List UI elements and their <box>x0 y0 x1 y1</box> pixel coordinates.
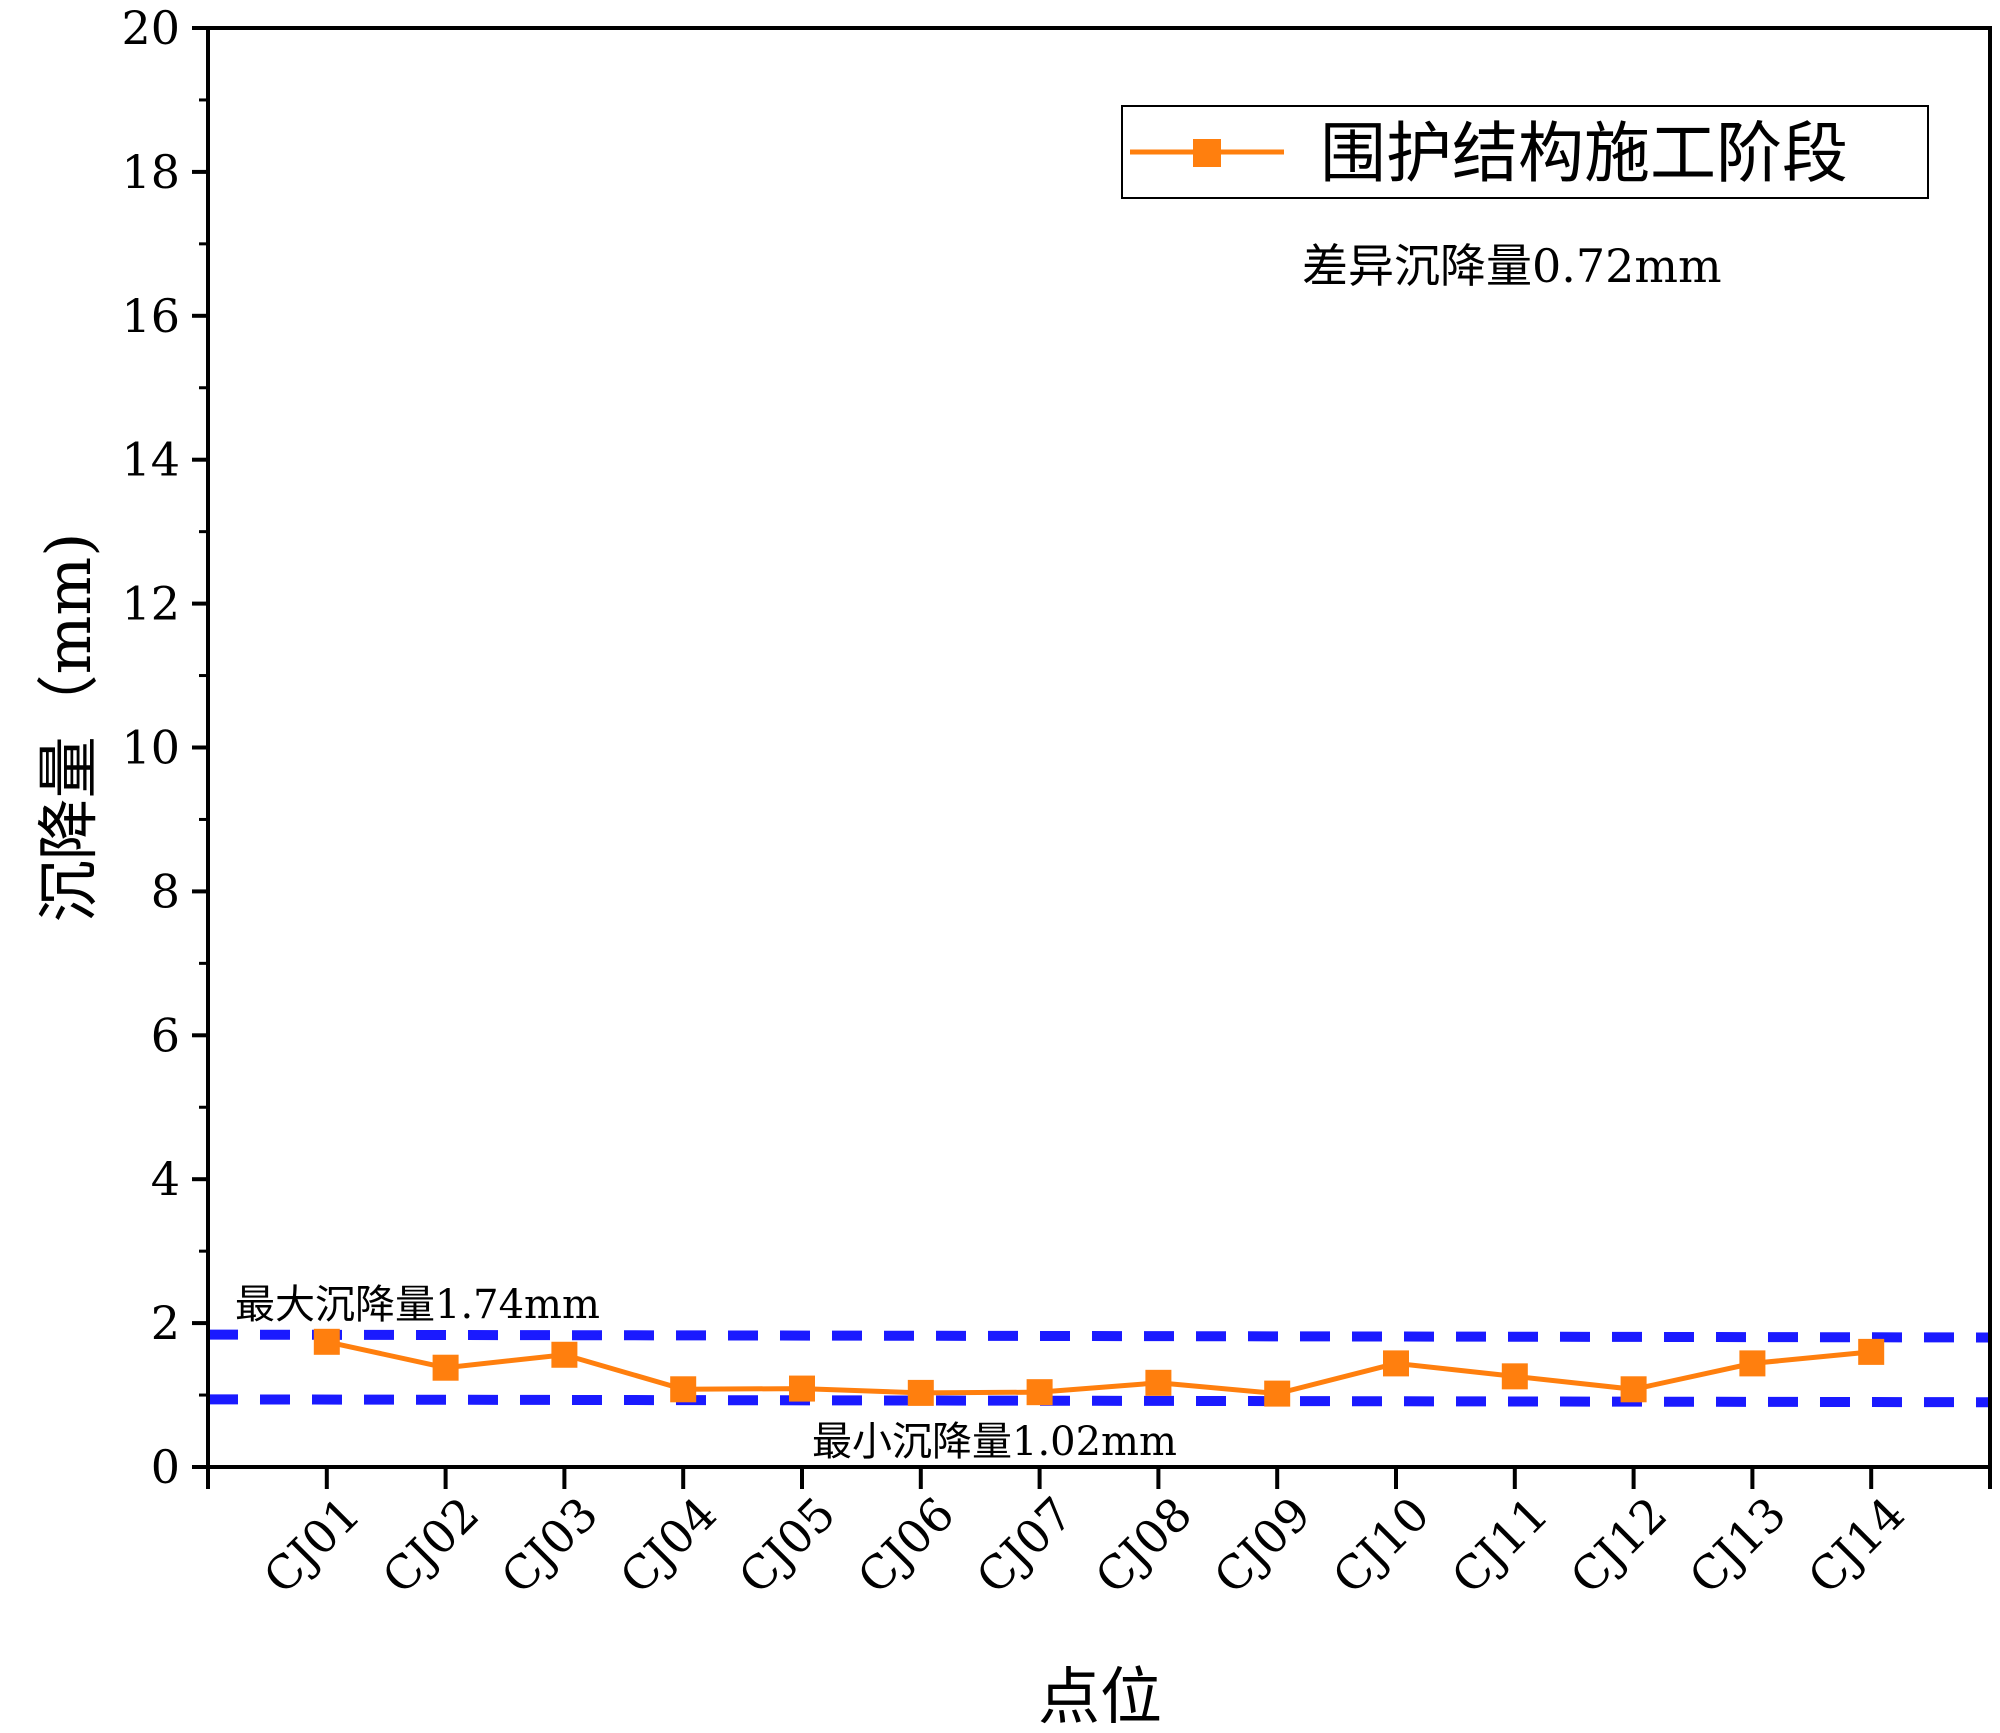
x-tick-label: CJ05 <box>728 1487 846 1605</box>
y-axis-title: 沉降量（mm) <box>32 533 105 923</box>
plot-frame <box>206 26 1992 1469</box>
y-tick-label: 0 <box>151 1440 180 1494</box>
series-point-CJ08 <box>1145 1369 1172 1396</box>
legend-series-label: 围护结构施工阶段 <box>1320 115 1848 192</box>
x-tick-label: CJ07 <box>966 1487 1084 1605</box>
y-tick-label: 18 <box>121 145 180 199</box>
series-point-CJ07 <box>1026 1379 1053 1406</box>
x-tick-label: CJ12 <box>1560 1487 1678 1605</box>
min-settlement-label: 最小沉降量1.02mm <box>812 1419 1177 1465</box>
series-point-CJ10 <box>1383 1350 1409 1377</box>
x-tick-label: CJ08 <box>1085 1487 1203 1605</box>
legend-series-marker <box>1193 139 1221 167</box>
x-tick-label: CJ04 <box>609 1487 727 1605</box>
x-tick-label: CJ03 <box>491 1487 609 1605</box>
y-axis: 0 2 4 6 8 10 12 14 16 18 20 <box>121 1 208 1494</box>
y-tick-label: 4 <box>151 1152 180 1206</box>
max-settlement-line <box>207 1329 1991 1343</box>
x-tick-label: CJ09 <box>1203 1487 1321 1605</box>
series-point-CJ06 <box>907 1379 934 1406</box>
x-axis-title: 点位 <box>1038 1660 1162 1733</box>
x-tick-label: CJ13 <box>1679 1487 1797 1605</box>
legend: 围护结构施工阶段 <box>1121 105 1929 199</box>
max-settlement-label: 最大沉降量1.74mm <box>235 1282 600 1328</box>
series-point-CJ02 <box>432 1354 459 1381</box>
y-tick-label: 10 <box>121 721 180 775</box>
y-tick-label: 16 <box>121 289 180 343</box>
x-tick-label: CJ01 <box>253 1487 371 1605</box>
series-point-CJ09 <box>1264 1380 1291 1407</box>
x-axis: CJ01 CJ02 CJ03 CJ04 CJ05 CJ06 CJ07 CJ08 CJ09 CJ10… <box>206 1467 1992 1605</box>
x-tick-label: CJ06 <box>847 1487 965 1605</box>
x-tick-label: CJ11 <box>1441 1487 1559 1605</box>
min-settlement-line <box>207 1394 1991 1408</box>
series-point-CJ05 <box>789 1375 815 1402</box>
series-point-CJ03 <box>551 1341 578 1368</box>
series-layer <box>313 1328 1885 1407</box>
y-tick-label: 2 <box>151 1296 180 1350</box>
y-tick-label: 12 <box>121 577 180 631</box>
series-point-CJ11 <box>1501 1363 1528 1390</box>
x-tick-label: CJ02 <box>372 1487 490 1605</box>
x-tick-label: CJ10 <box>1322 1487 1440 1605</box>
series-point-CJ14 <box>1858 1338 1885 1365</box>
series-line <box>326 1339 1872 1397</box>
y-tick-label: 14 <box>121 433 180 487</box>
y-tick-label: 20 <box>121 1 180 55</box>
differential-settlement-label: 差异沉降量0.72mm <box>1302 239 1722 293</box>
y-tick-label: 6 <box>151 1008 180 1062</box>
series-point-CJ04 <box>670 1376 697 1403</box>
series-point-CJ01 <box>313 1328 340 1355</box>
x-tick-label: CJ14 <box>1797 1487 1915 1605</box>
y-tick-label: 8 <box>151 864 180 918</box>
series-point-CJ13 <box>1739 1350 1766 1377</box>
reference-lines <box>207 1329 1991 1408</box>
series-point-CJ12 <box>1620 1376 1647 1403</box>
